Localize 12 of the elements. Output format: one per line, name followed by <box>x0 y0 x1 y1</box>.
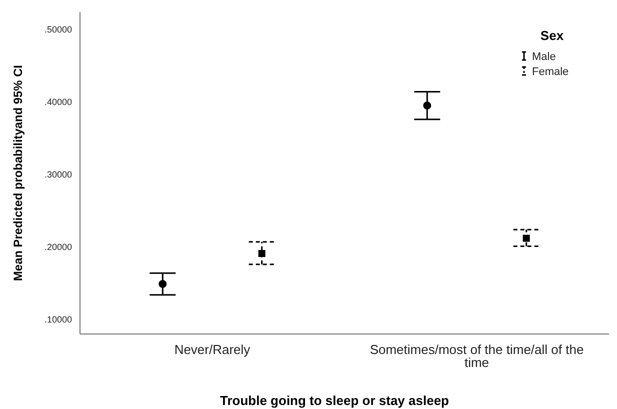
legend-label: Male <box>532 50 556 63</box>
x-tick-label: Never/Rarely <box>174 342 251 357</box>
y-axis-title: Mean Predicted probabilityand 95% CI <box>11 64 25 281</box>
y-tick-label: .10000 <box>44 314 72 325</box>
y-tick-label: .50000 <box>44 24 72 35</box>
y-tick-label: .20000 <box>44 242 72 252</box>
legend-label: Female <box>532 66 569 78</box>
y-tick-label: .30000 <box>44 170 72 180</box>
y-tick-label: .40000 <box>44 97 72 108</box>
x-axis-title: Trouble going to sleep or stay asleep <box>220 393 450 408</box>
legend-title: Sex <box>540 28 564 43</box>
x-tick-label: Sometimes/most of the time/all of the time <box>370 342 584 370</box>
